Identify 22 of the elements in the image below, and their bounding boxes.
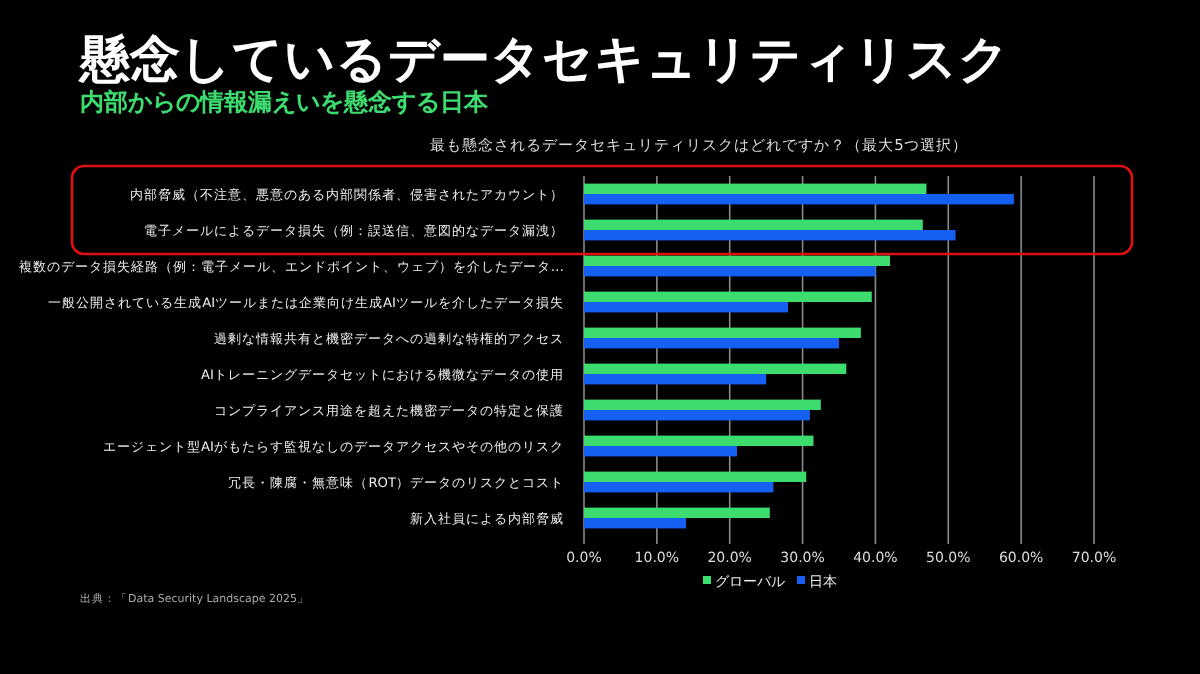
bar [584,435,814,446]
bar [584,194,1014,205]
bar [584,471,807,482]
bar [584,399,821,410]
bar [584,302,788,313]
bar [584,363,847,374]
bar [584,255,890,266]
bar [584,507,770,518]
bar [584,327,861,338]
bar [584,266,876,277]
bar [584,374,767,385]
bar [584,338,839,349]
bar [584,183,927,194]
bar [584,230,956,241]
text: 内部からの情報漏えいを懸念する日本 [80,88,490,116]
bar [584,291,872,302]
bar [584,410,810,421]
bar [584,518,686,529]
bar [584,219,923,230]
bar [584,446,737,457]
chart-subtitle: 懸念しているデータセキュリティリスク [78,30,1010,88]
bar [584,482,774,493]
